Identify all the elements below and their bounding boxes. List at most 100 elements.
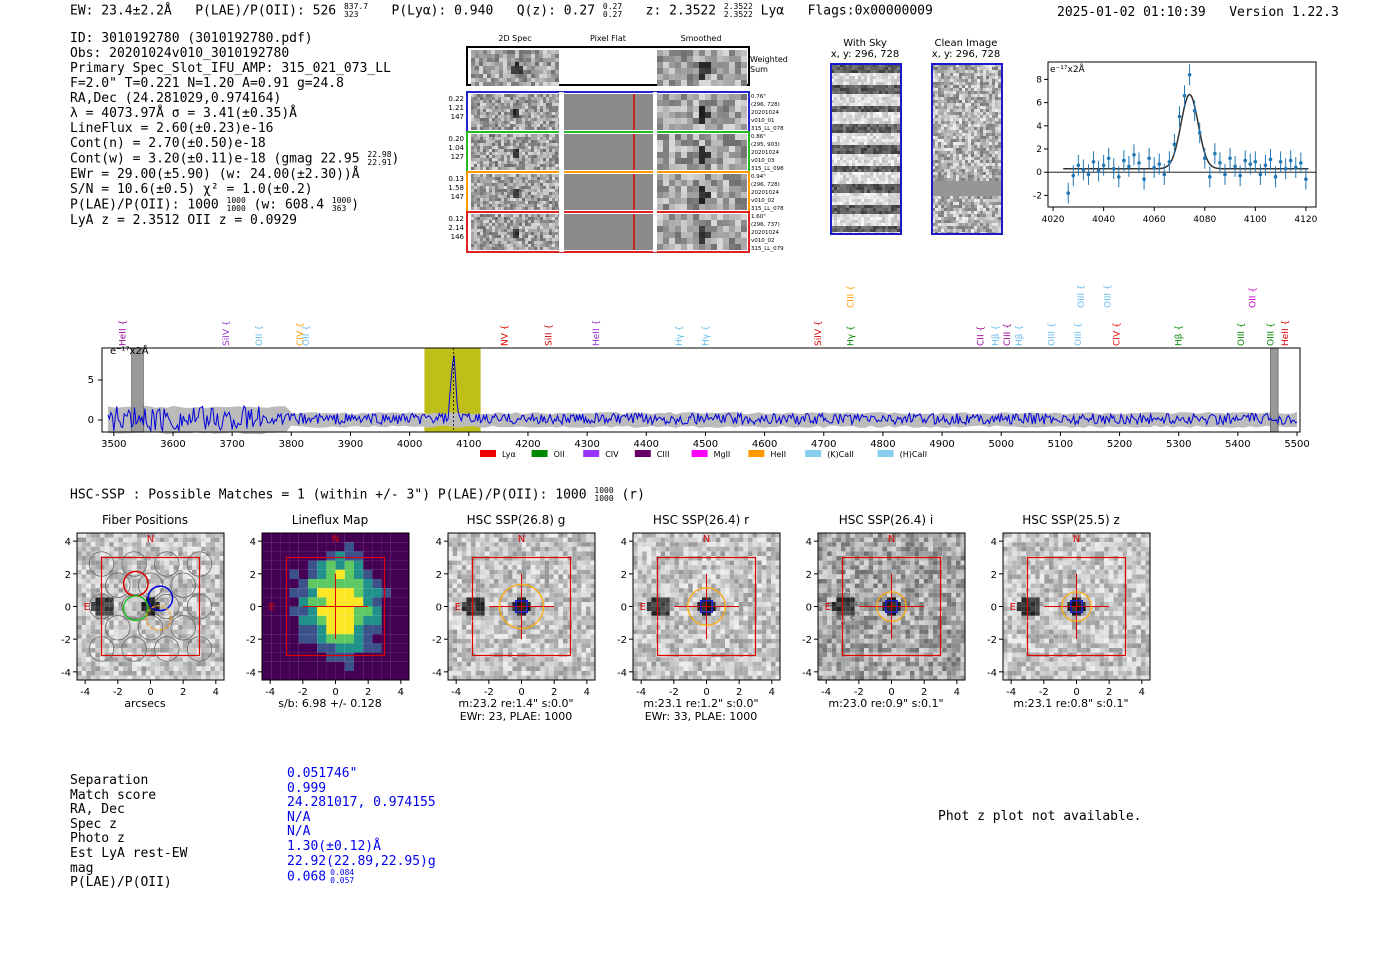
sky-pixel (977, 133, 980, 136)
cutout-pixel (503, 50, 507, 54)
sky-pixel (956, 220, 959, 223)
sky-pixel (974, 208, 977, 211)
cutout-pixel (477, 100, 480, 103)
cutout-pixel (504, 186, 507, 189)
cutout-pixel (540, 201, 543, 204)
sky-pixel (959, 199, 962, 202)
sky-pixel (885, 118, 888, 121)
cutout-pixel (711, 62, 717, 68)
sky-pixel (995, 139, 998, 142)
cutout-pixel (492, 158, 495, 161)
sky-pixel (989, 67, 992, 70)
sky-pixel (888, 88, 891, 91)
cutout-pixel (528, 115, 531, 118)
cutout-pixel (516, 220, 519, 223)
sky-pixel (992, 100, 995, 103)
sky-pixel (879, 112, 882, 115)
cutout-pixel (546, 241, 549, 244)
sky-pixel (864, 115, 867, 118)
sky-pixel (935, 175, 938, 178)
sky-pixel (849, 97, 852, 100)
cutout-pixel (711, 232, 717, 238)
sky-pixel (861, 64, 864, 67)
cutout-pixel (729, 50, 735, 56)
sky-pixel (846, 160, 849, 163)
sky-pixel (989, 205, 992, 208)
sky-pixel (885, 106, 888, 109)
sky-pixel (879, 133, 882, 136)
cutout-pixel (555, 247, 558, 250)
sky-pixel (879, 214, 882, 217)
cutout-pixel (510, 244, 513, 247)
cutout-pixel (483, 232, 486, 235)
sky-pixel (891, 169, 894, 172)
cutout-pixel (486, 217, 489, 220)
sky-pixel (858, 82, 861, 85)
cutout-pixel (705, 68, 711, 74)
sky-pixel (941, 181, 944, 184)
cutout-pixel (501, 106, 504, 109)
sky-pixel (977, 196, 980, 199)
sky-pixel (938, 217, 941, 220)
sky-pixel (879, 178, 882, 181)
cutout-pixel (489, 155, 492, 158)
cutout-pixel (492, 97, 495, 100)
cutout-pixel (519, 78, 523, 82)
sky-pixel (891, 106, 894, 109)
cutout-pixel (543, 155, 546, 158)
sky-pixel (983, 226, 986, 229)
cutout-pixel (510, 223, 513, 226)
sky-pixel (941, 145, 944, 148)
sky-pixel (992, 229, 995, 232)
sky-pixel (950, 169, 953, 172)
sky-pixel (855, 166, 858, 169)
cutout-pixel (495, 214, 498, 217)
cutout-pixel (516, 177, 519, 180)
cutout-pixel (507, 100, 510, 103)
sky-pixel (861, 214, 864, 217)
cutout-pixel (525, 226, 528, 229)
sky-pixel (834, 94, 837, 97)
sky-pixel (950, 133, 953, 136)
cutout-pixel (555, 112, 558, 115)
sky-pixel (992, 97, 995, 100)
sky-pixel (861, 79, 864, 82)
sky-pixel (831, 172, 834, 175)
sky-pixel (944, 145, 947, 148)
sky-pixel (953, 193, 956, 196)
cutout-pixel (519, 195, 522, 198)
cutout-pixel (534, 164, 537, 167)
cutout-pixel (511, 74, 515, 78)
sky-pixel (870, 64, 873, 67)
cutout-pixel (513, 192, 516, 195)
cutout-pixel (495, 204, 498, 207)
zoom-ytick-label: 0 (1036, 168, 1042, 178)
cutout-pixel (687, 68, 693, 74)
cutout-pixel (549, 100, 552, 103)
sky-pixel (935, 208, 938, 211)
sky-pixel (980, 115, 983, 118)
sky-pixel (870, 130, 873, 133)
cutout-pixel (699, 192, 705, 198)
sky-pixel (855, 79, 858, 82)
sky-pixel (894, 205, 897, 208)
sky-pixel (861, 172, 864, 175)
cutout-pixel (528, 220, 531, 223)
cutout-pixel (525, 201, 528, 204)
cutout-pixel (483, 66, 487, 70)
sky-pixel (956, 82, 959, 85)
sky-pixel (992, 142, 995, 145)
cutout-pixel (540, 115, 543, 118)
sky-pixel (983, 157, 986, 160)
sky-pixel (932, 91, 935, 94)
cutout-pixel (717, 186, 723, 192)
sky-pixel (864, 130, 867, 133)
sky-pixel (858, 124, 861, 127)
cutout-pixel (507, 195, 510, 198)
sky-pixel (932, 106, 935, 109)
cutout-pixel (711, 74, 717, 80)
sky-pixel (867, 103, 870, 106)
sky-pixel (876, 109, 879, 112)
sky-pixel (882, 121, 885, 124)
sky-pixel (831, 121, 834, 124)
